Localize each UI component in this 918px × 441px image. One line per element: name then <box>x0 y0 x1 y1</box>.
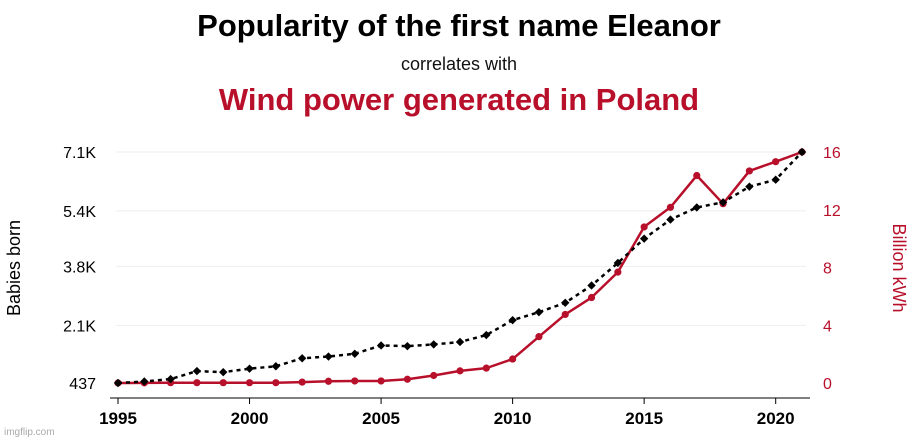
eleanor-point <box>192 366 202 376</box>
right-tick-label: 12 <box>823 203 841 220</box>
chart-title-2: Wind power generated in Poland <box>218 82 700 117</box>
right-tick-label: 0 <box>823 376 832 393</box>
x-tick-label: 2015 <box>625 409 663 428</box>
watermark: imgflip.com <box>4 427 55 438</box>
wind-power-point <box>193 379 201 387</box>
left-axis-label: Babies born <box>4 220 24 316</box>
eleanor-point <box>324 352 333 361</box>
eleanor-point <box>271 362 281 371</box>
eleanor-point <box>166 374 175 384</box>
eleanor-point <box>534 307 544 317</box>
eleanor-point <box>745 182 754 191</box>
wind-power-point <box>403 375 411 383</box>
left-tick-label: 3.8K <box>63 259 96 276</box>
wind-power-point <box>245 379 254 387</box>
wind-power-line <box>117 150 803 385</box>
wind-power-point <box>482 364 490 372</box>
right-tick-label: 16 <box>823 145 841 162</box>
wind-power-point <box>693 171 701 180</box>
wind-power-point <box>430 371 438 380</box>
eleanor-point <box>403 341 412 351</box>
series-layer <box>113 147 807 388</box>
left-tick-label: 437 <box>69 376 96 393</box>
right-tick-label: 8 <box>823 261 832 278</box>
eleanor-point <box>639 234 649 243</box>
left-axis-ticks: 437 2.1K 3.8K 5.4K 7.1K <box>63 145 96 393</box>
wind-power-point <box>272 379 280 387</box>
wind-power-point <box>324 377 333 385</box>
eleanor-point <box>113 378 123 388</box>
wind-power-point <box>745 167 753 175</box>
wind-power-point <box>219 379 227 387</box>
eleanor-point <box>297 354 307 363</box>
eleanor-line <box>117 151 803 385</box>
left-tick-label: 2.1K <box>63 318 96 335</box>
eleanor-point <box>482 330 491 340</box>
eleanor-point <box>245 364 254 373</box>
wind-power-point <box>614 268 622 276</box>
eleanor-point <box>429 340 438 349</box>
wind-power-point <box>377 377 385 385</box>
eleanor-point <box>587 281 596 290</box>
wind-power-point <box>351 377 359 385</box>
wind-power-point <box>587 293 596 302</box>
grid-lines <box>116 151 806 326</box>
wind-power-point <box>509 355 517 363</box>
wind-power-point <box>298 378 306 386</box>
wind-power-point <box>666 203 675 211</box>
wind-power-point <box>456 367 464 375</box>
eleanor-point <box>455 337 465 347</box>
eleanor-point <box>666 215 675 224</box>
right-axis-ticks: 0 4 8 12 16 <box>823 145 841 393</box>
wind-power-point <box>535 333 543 341</box>
left-tick-label: 7.1K <box>63 145 96 162</box>
wind-power-point <box>561 310 569 319</box>
eleanor-point <box>718 198 728 207</box>
x-tick-label: 2020 <box>757 409 795 428</box>
wind-power-point <box>772 158 780 166</box>
x-tick-label: 1995 <box>99 409 137 428</box>
chart-subtitle: correlates with <box>400 54 518 74</box>
eleanor-point <box>219 367 228 377</box>
eleanor-point <box>350 349 359 358</box>
eleanor-point <box>613 258 623 268</box>
eleanor-point <box>561 298 570 308</box>
x-tick-label: 2005 <box>362 409 400 428</box>
chart-title: Popularity of the first name Eleanor <box>197 8 721 43</box>
eleanor-point <box>797 147 807 157</box>
right-tick-label: 4 <box>823 318 832 335</box>
x-axis-ticks: 1995 2000 2005 2010 2015 2020 <box>99 398 795 428</box>
x-tick-label: 2000 <box>231 409 269 428</box>
eleanor-point <box>140 377 149 386</box>
eleanor-point <box>376 341 386 350</box>
left-tick-label: 5.4K <box>63 204 96 221</box>
right-axis-label: Billion kWh <box>889 223 909 312</box>
wind-power-point <box>640 223 648 231</box>
eleanor-point <box>771 175 780 184</box>
x-tick-label: 2010 <box>494 409 532 428</box>
eleanor-point <box>508 315 517 325</box>
eleanor-point <box>692 203 701 212</box>
